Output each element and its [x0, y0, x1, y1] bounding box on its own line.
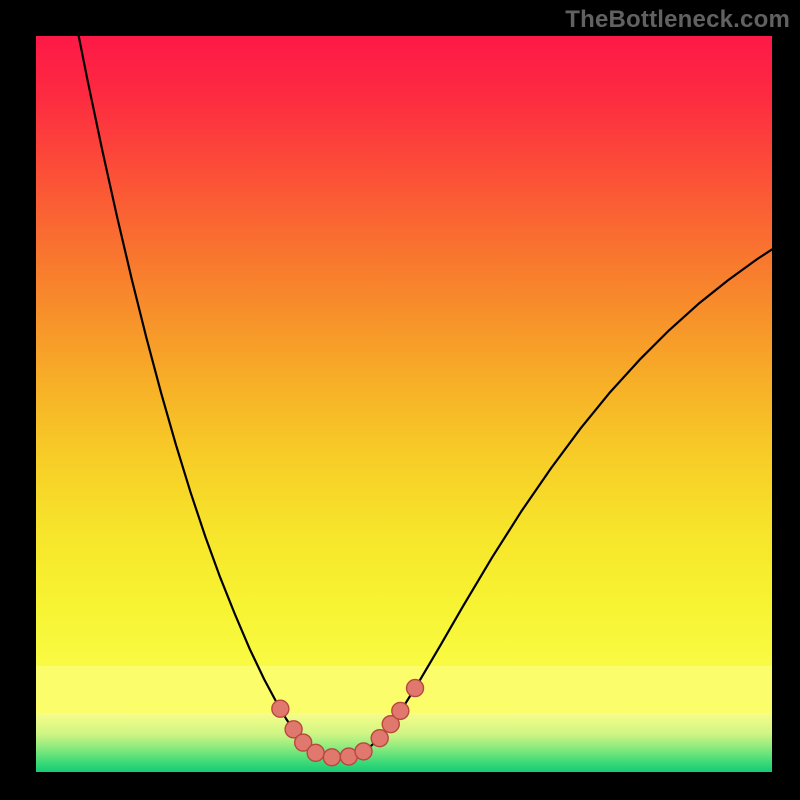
data-marker: [371, 730, 388, 747]
data-marker: [272, 700, 289, 717]
data-marker: [407, 680, 424, 697]
data-marker: [340, 748, 357, 765]
data-marker: [307, 744, 324, 761]
watermark-text: TheBottleneck.com: [565, 6, 790, 34]
data-marker: [355, 743, 372, 760]
chart-svg: [36, 36, 772, 772]
data-marker: [323, 749, 340, 766]
data-marker: [285, 721, 302, 738]
plot-area: [36, 36, 772, 772]
data-marker: [295, 734, 312, 751]
data-marker: [382, 716, 399, 733]
data-marker: [392, 702, 409, 719]
